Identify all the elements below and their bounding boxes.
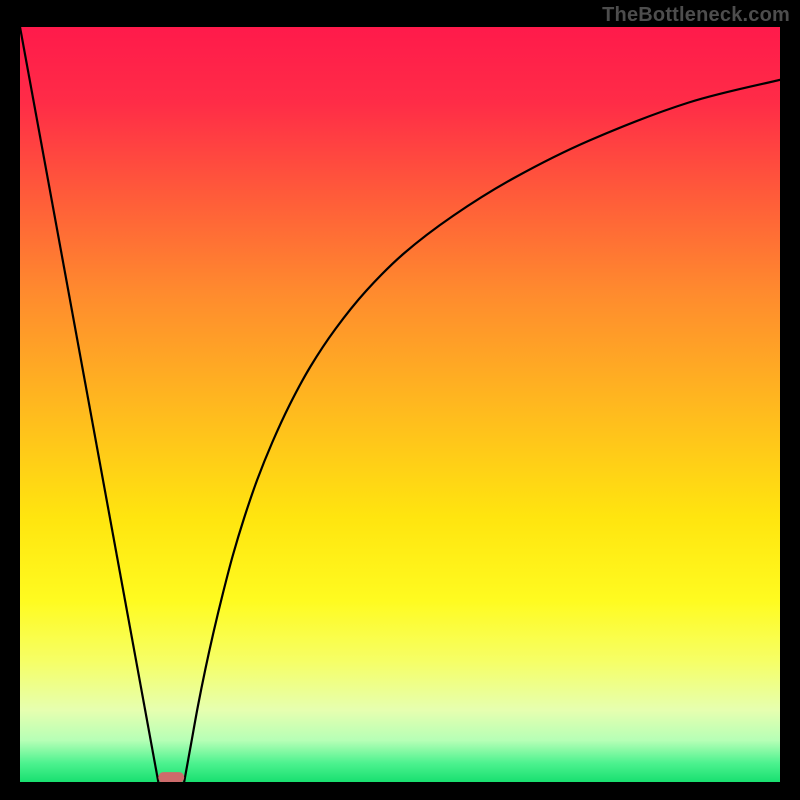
watermark-text: TheBottleneck.com [602, 4, 790, 27]
chart-svg [0, 0, 800, 800]
bottleneck-chart: TheBottleneck.com [0, 0, 800, 800]
plot-background [20, 27, 780, 782]
bottleneck-marker [158, 772, 184, 783]
